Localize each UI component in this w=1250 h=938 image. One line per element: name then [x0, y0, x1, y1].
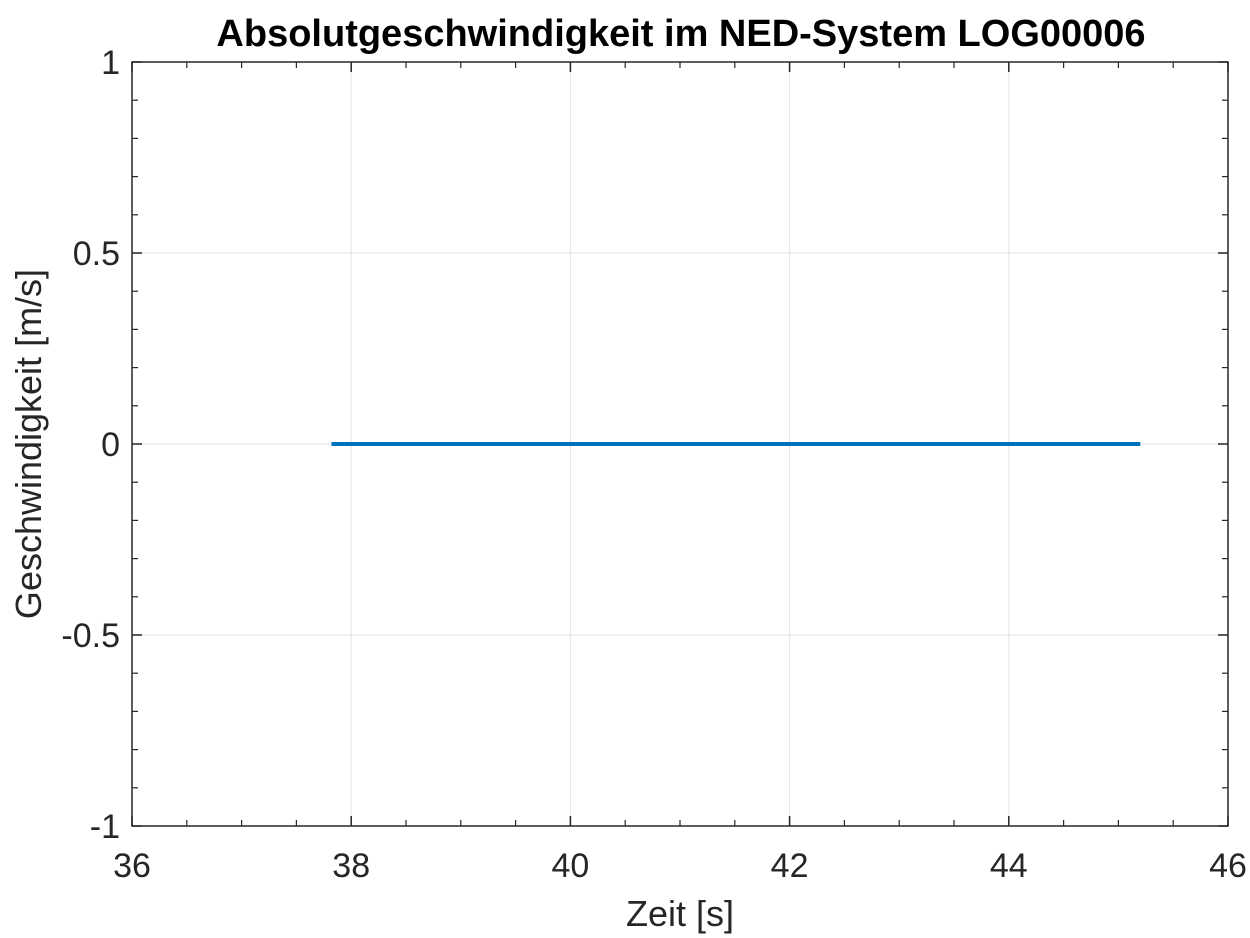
y-tick-label: -0.5: [61, 617, 120, 655]
x-tick-label: 44: [990, 847, 1028, 885]
x-tick-label: 46: [1209, 847, 1247, 885]
plot-frame: [131, 61, 1229, 827]
y-tick-label: 0.5: [73, 235, 120, 273]
x-axis-label: Zeit [s]: [626, 893, 734, 934]
chart-title: Absolutgeschwindigkeit im NED-System LOG…: [216, 13, 1145, 55]
x-tick-label: 40: [551, 847, 589, 885]
y-tick-label: 1: [101, 44, 120, 82]
y-tick-label: -1: [90, 808, 120, 846]
x-tick-label: 36: [113, 847, 151, 885]
x-tick-label: 38: [332, 847, 370, 885]
x-tick-label: 42: [771, 847, 809, 885]
y-tick-labels: 1 0.5 0 -0.5 -1: [61, 44, 120, 846]
y-axis-label: Geschwindigkeit [m/s]: [8, 269, 49, 619]
x-tick-labels: 36 38 40 42 44 46: [113, 847, 1247, 885]
y-tick-label: 0: [101, 426, 120, 464]
